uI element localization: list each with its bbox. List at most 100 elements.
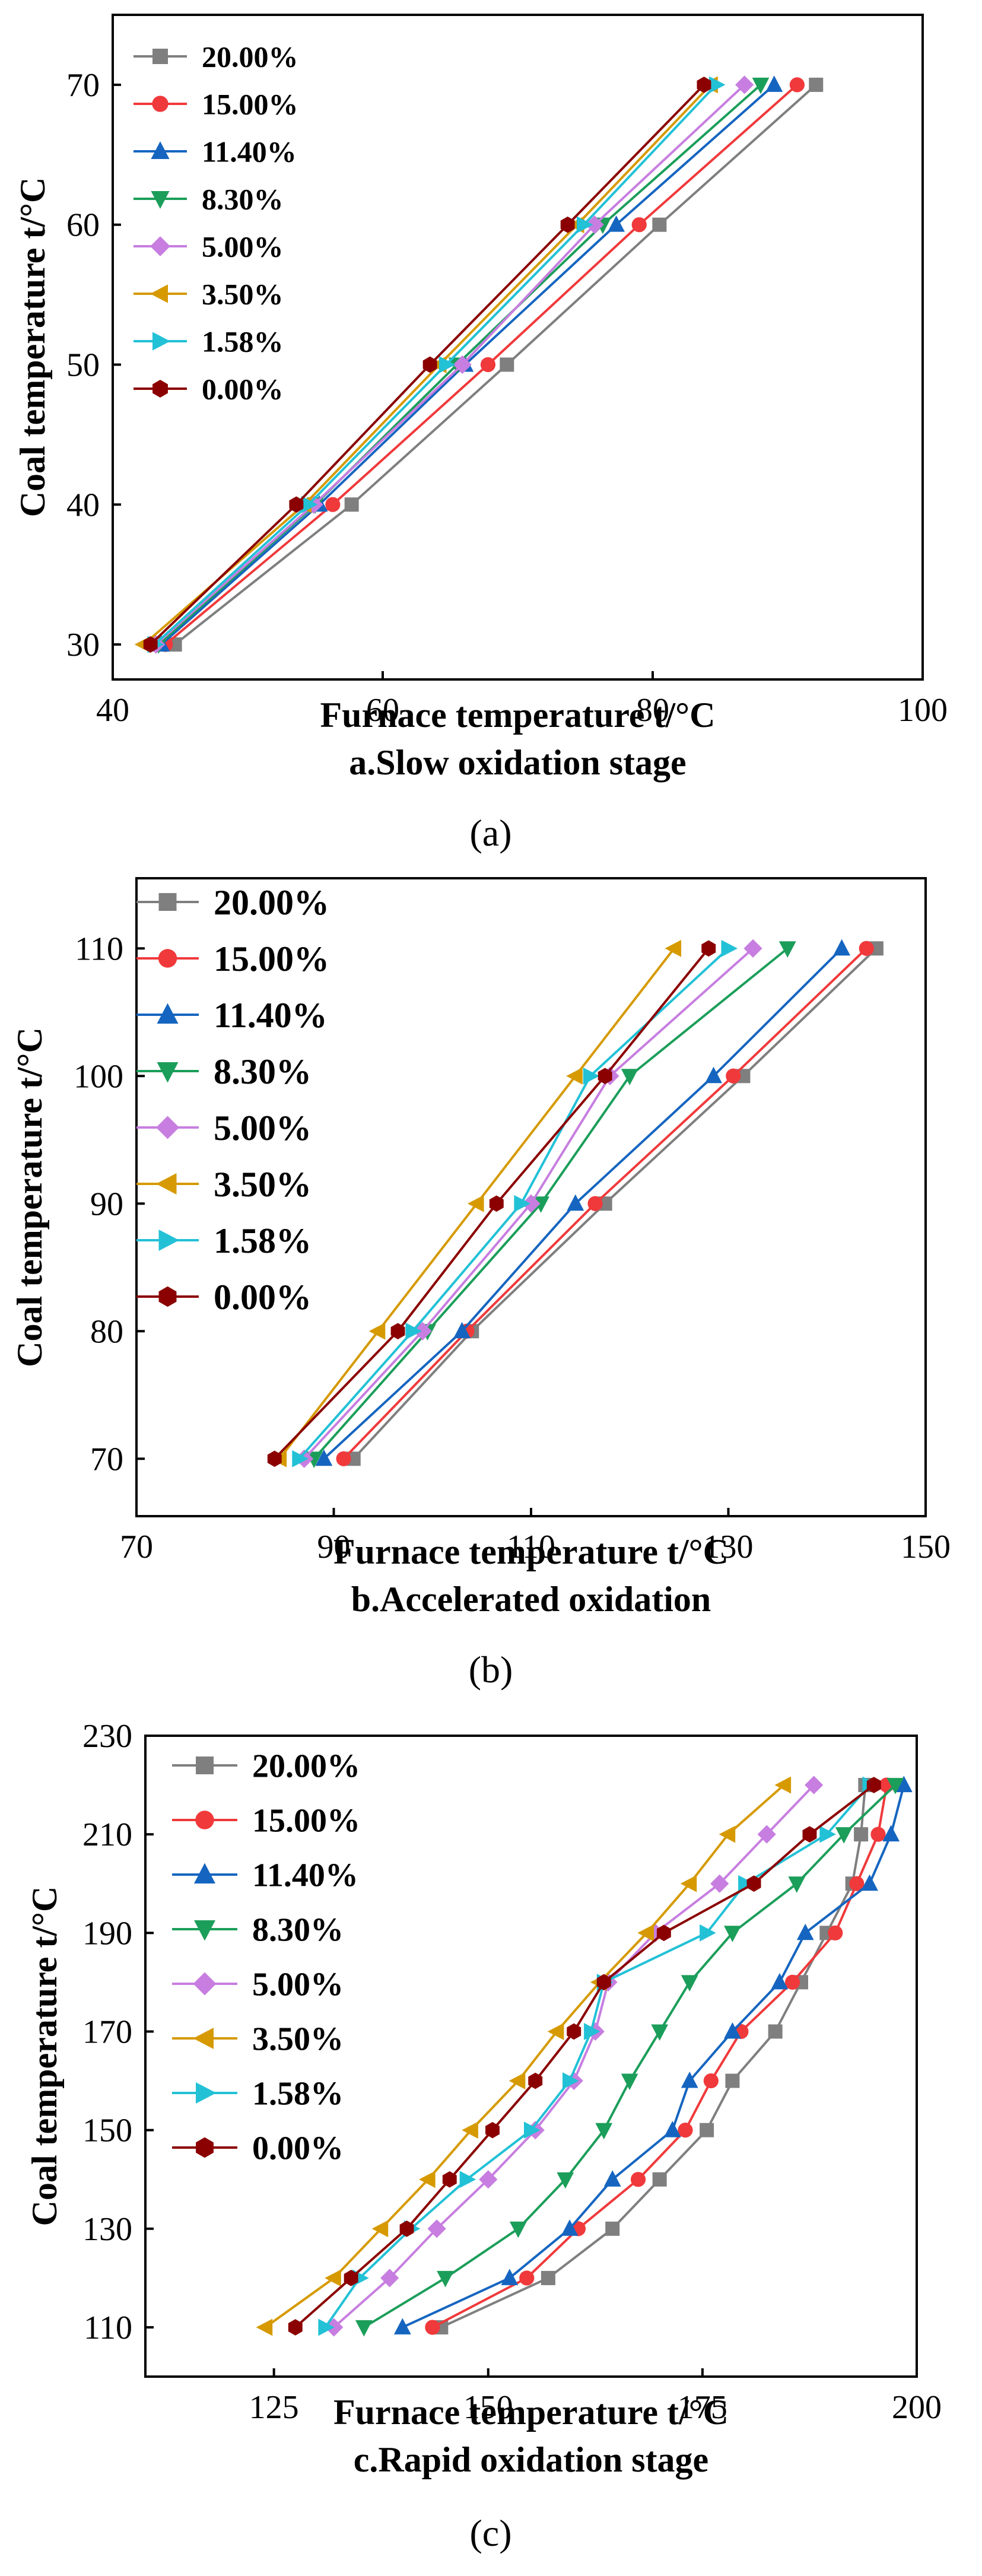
data-point [719,1825,736,1843]
data-point [774,1776,792,1794]
data-point [399,2220,414,2237]
x-tick-label: 90 [317,1529,351,1565]
panel-caption: (a) [469,812,511,854]
data-point [681,1975,698,1991]
data-point [289,496,304,513]
series-line [431,1784,888,2329]
data-point [697,77,711,93]
data-point [738,1875,755,1892]
data-point [318,2318,335,2336]
data-point [778,941,796,958]
data-point [256,2318,273,2336]
legend-marker [152,380,168,398]
legend-label: 20.00% [252,1748,360,1785]
legend-label: 15.00% [202,88,298,121]
x-tick-label: 150 [901,1529,951,1565]
data-point [789,77,805,93]
data-point [519,2270,535,2286]
y-tick-label: 190 [82,1915,132,1952]
data-point [701,940,716,957]
data-point [621,2073,638,2091]
data-point [886,1778,904,1794]
data-point [726,1068,741,1084]
data-point [630,2172,646,2187]
data-point [368,1322,386,1340]
data-point [567,2023,581,2040]
plot-frame [112,14,924,681]
data-point [344,497,359,512]
series-1.58% [318,1776,879,2336]
series-line [324,1784,871,2329]
data-point [576,216,593,234]
x-tick-label: 125 [249,2389,299,2426]
legend-label: 3.50% [202,278,284,311]
x-tick-label: 60 [366,692,399,729]
data-point [514,1195,530,1212]
data-point [583,1067,600,1085]
data-point [528,2072,543,2089]
legend-label: 11.40% [202,135,297,169]
data-point [681,2071,698,2088]
data-point [708,76,726,94]
data-point [567,1194,584,1211]
data-point [631,217,647,233]
data-point [585,215,604,234]
x-tick-label: 110 [507,1529,555,1565]
data-point [547,2023,564,2040]
data-point [665,939,682,957]
y-axis-label: Coal temperature t/°C [25,1886,64,2226]
series-line [265,1784,785,2329]
legend-marker [158,949,177,968]
data-point [485,2121,500,2139]
legend-marker [195,1810,214,1829]
data-point [721,939,738,957]
legend-marker [151,141,170,159]
data-point [603,2170,621,2187]
legend-marker [196,2082,217,2104]
chart-a: 40 60 80 100 30 40 50 60 70 Furnace temperature t… [13,14,948,854]
series-5.00% [325,1775,824,2337]
data-point [656,1924,671,1942]
data-point [605,2221,620,2236]
data-point [587,1196,603,1211]
data-point [584,2023,600,2040]
y-tick-label: 50 [66,347,100,383]
data-point [427,2219,446,2238]
data-point [725,2073,740,2088]
data-point [561,2219,579,2236]
panel-caption: (b) [469,1648,513,1691]
data-point [419,2171,436,2189]
y-tick-label: 100 [74,1058,123,1095]
data-point [854,1827,869,1842]
data-point [796,1923,814,1940]
legend-label: 15.00% [214,939,329,979]
data-point [802,1826,817,1843]
legend-label: 0.00% [252,2130,344,2167]
x-tick-label: 130 [704,1529,754,1565]
data-point [566,1067,583,1085]
data-point [752,77,770,94]
subplot-title: a.Slow oxidation stage [349,743,686,782]
data-point [509,2221,527,2238]
data-point [784,1974,800,1990]
legend-label: 1.58% [214,1221,312,1260]
data-point [757,1825,776,1844]
data-point [608,215,625,232]
data-point [489,1195,504,1212]
subplot-title: c.Rapid oxidation stage [354,2440,708,2479]
legend-marker [156,1116,179,1139]
legend-label: 11.40% [252,1857,358,1894]
data-point [501,2269,519,2285]
panel-caption: (c) [469,2512,511,2554]
series-11.40% [393,1775,913,2334]
data-point [870,1827,886,1842]
series-3.50% [256,1776,792,2336]
data-point [866,1777,881,1793]
data-point [746,1875,761,1892]
legend-label: 8.30% [202,183,284,216]
y-tick-label: 130 [82,2211,132,2248]
y-axis-label: Coal temperature t/°C [13,177,52,517]
series-line [402,1784,905,2329]
data-point [541,2270,555,2285]
